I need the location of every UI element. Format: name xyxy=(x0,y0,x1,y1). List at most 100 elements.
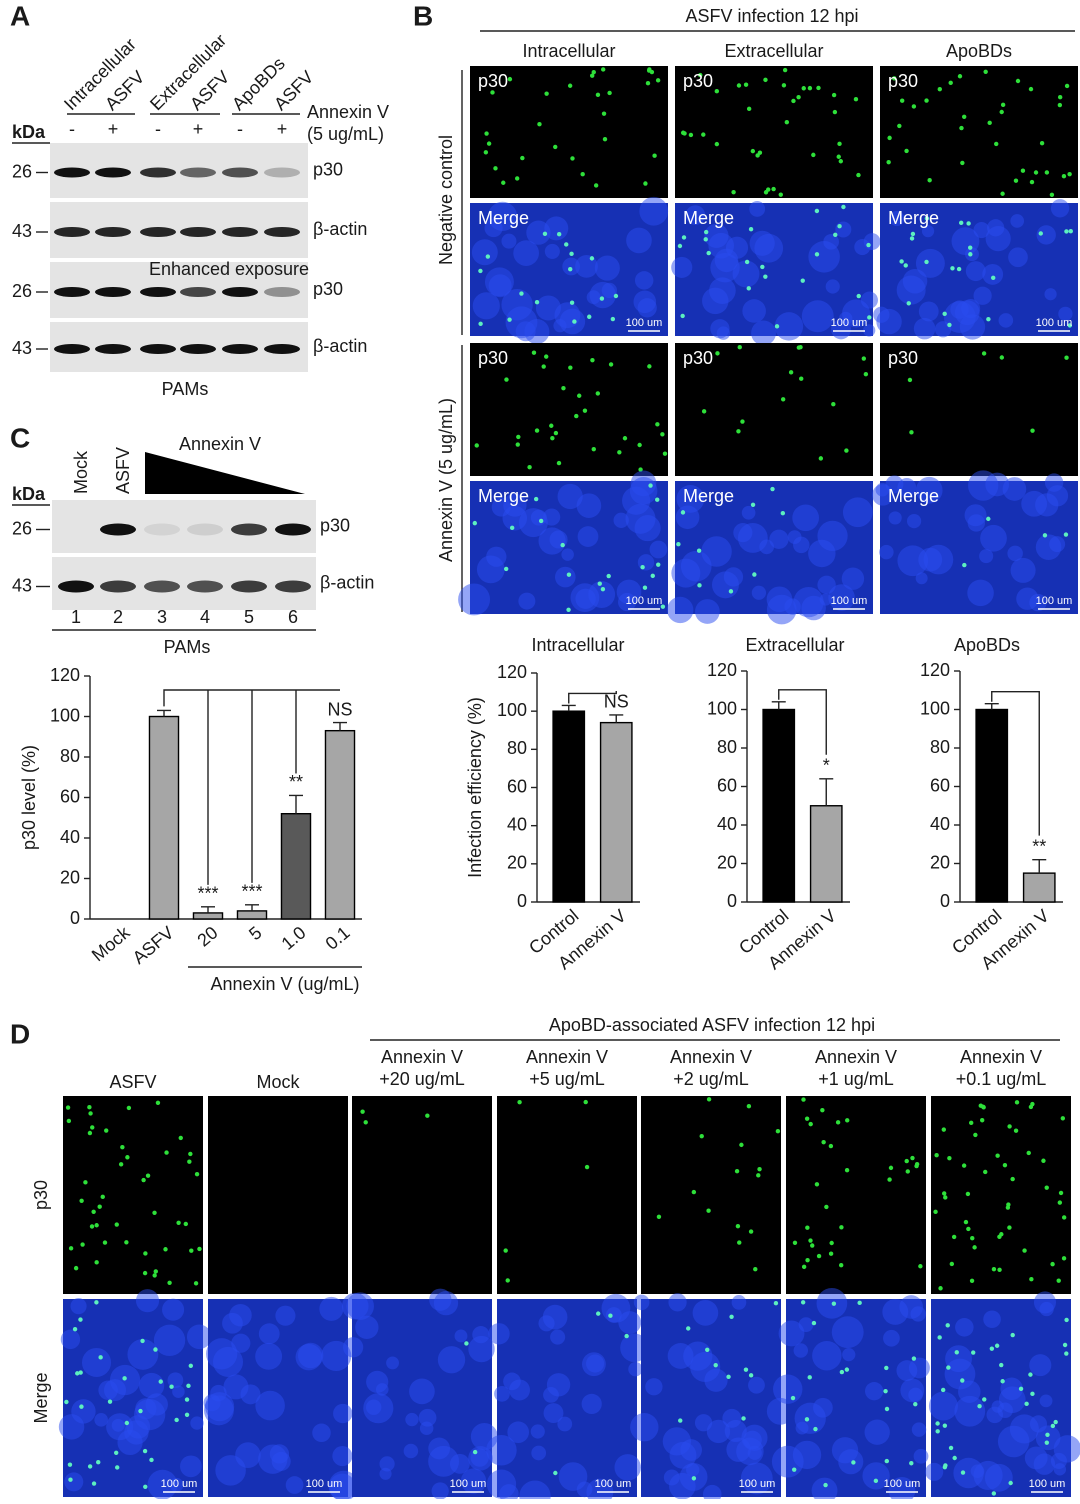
cell-dot xyxy=(897,123,902,129)
y-tick-label: 20 xyxy=(507,853,527,873)
cell-dot xyxy=(696,548,702,553)
bar xyxy=(192,912,224,920)
cell-dot xyxy=(835,1120,841,1125)
cell-dot xyxy=(804,1116,810,1121)
channel-label: p30 xyxy=(683,71,713,91)
band xyxy=(95,287,131,297)
cell-dot xyxy=(87,1130,93,1136)
band xyxy=(275,523,311,536)
row-label: Annexin V (5 ug/mL) xyxy=(436,398,456,562)
y-tick-label: 60 xyxy=(60,786,80,806)
cell-dot xyxy=(966,1226,971,1232)
protein-label: p30 xyxy=(320,515,350,535)
chart-title: Intracellular xyxy=(531,635,624,655)
cell-dot xyxy=(1067,171,1072,177)
cell-dot xyxy=(994,1343,1000,1348)
band xyxy=(264,167,300,178)
nucleus xyxy=(460,1468,487,1494)
y-tick-label: 0 xyxy=(70,908,80,928)
cell-dot xyxy=(961,114,967,119)
cell-dot xyxy=(999,355,1005,360)
nucleus xyxy=(405,1412,419,1427)
cell-dot xyxy=(981,1104,986,1110)
cell-dot xyxy=(800,1300,806,1305)
cell-dot xyxy=(952,1455,957,1461)
nucleus xyxy=(742,299,766,323)
cell-dot xyxy=(519,291,524,296)
cell-dot xyxy=(650,573,655,579)
cell-dot xyxy=(1013,178,1019,183)
nucleus xyxy=(550,1329,566,1345)
nucleus xyxy=(605,1307,622,1323)
lane-number: 1 xyxy=(71,607,81,627)
cell-dot xyxy=(792,1240,798,1246)
lane-number: 2 xyxy=(113,607,123,627)
cell-dot xyxy=(999,1362,1004,1368)
nucleus xyxy=(403,1443,419,1459)
blot xyxy=(50,262,308,318)
nucleus xyxy=(1036,225,1056,245)
nucleus xyxy=(795,1421,809,1435)
cell-dot xyxy=(884,1406,890,1412)
nucleus xyxy=(732,260,760,288)
p30-image xyxy=(675,343,873,476)
cell-dot xyxy=(918,1264,923,1269)
y-tick-label: 100 xyxy=(920,698,950,718)
cell-dot xyxy=(577,393,582,398)
cell-dot xyxy=(983,1169,988,1175)
nucleus xyxy=(704,1368,728,1392)
cell-dot xyxy=(649,69,655,75)
nucleus xyxy=(860,291,878,309)
nucleus xyxy=(811,1477,838,1504)
cell-dot xyxy=(909,236,915,241)
nucleus xyxy=(518,592,536,610)
nucleus xyxy=(633,1294,650,1311)
cell-dot xyxy=(987,120,992,126)
lane-number: 4 xyxy=(200,607,210,627)
cell-dot xyxy=(1041,1158,1046,1163)
cell-dot xyxy=(947,322,952,328)
sign: - xyxy=(155,119,161,139)
cell-dot xyxy=(186,1383,191,1389)
cell-dot xyxy=(544,354,549,359)
channel-label: Merge xyxy=(888,486,939,506)
cell-dot xyxy=(1038,231,1043,236)
cell-dot xyxy=(544,91,549,96)
nucleus xyxy=(333,1403,353,1424)
cell-dot xyxy=(942,311,947,317)
band xyxy=(222,227,258,237)
cell-dot xyxy=(701,132,706,137)
nucleus xyxy=(630,1412,659,1442)
cell-dot xyxy=(656,562,661,567)
column-label: Annexin V xyxy=(526,1047,608,1067)
nucleus xyxy=(910,1306,926,1322)
band xyxy=(222,287,258,297)
y-tick-label: 80 xyxy=(507,738,527,758)
cell-dot xyxy=(781,83,787,88)
marker-label: 43 xyxy=(12,221,32,241)
cell-dot xyxy=(118,1162,124,1167)
cell-dot xyxy=(504,377,509,382)
channel-label: p30 xyxy=(478,348,508,368)
nucleus xyxy=(1035,1425,1061,1451)
cell-dot xyxy=(857,1300,862,1306)
cell-dot xyxy=(942,1464,948,1470)
cell-dot xyxy=(960,1470,966,1475)
nucleus xyxy=(671,256,693,278)
chart-title: Extracellular xyxy=(745,635,844,655)
cell-dot xyxy=(194,1171,200,1177)
cell-dot xyxy=(831,402,836,407)
cell-dot xyxy=(1061,1256,1067,1261)
cell-dot xyxy=(816,1253,822,1259)
cell-dot xyxy=(924,259,929,265)
cell-dot xyxy=(113,1450,119,1456)
cell-dot xyxy=(597,581,602,586)
cell-dot xyxy=(941,1127,947,1132)
cell-dot xyxy=(145,1173,151,1178)
error-bar xyxy=(157,709,171,717)
cell-dot xyxy=(153,1269,158,1274)
cell-dot xyxy=(472,1449,478,1455)
cell-dot xyxy=(714,141,720,147)
cell-dot xyxy=(943,1195,948,1200)
cell-dot xyxy=(837,224,842,229)
